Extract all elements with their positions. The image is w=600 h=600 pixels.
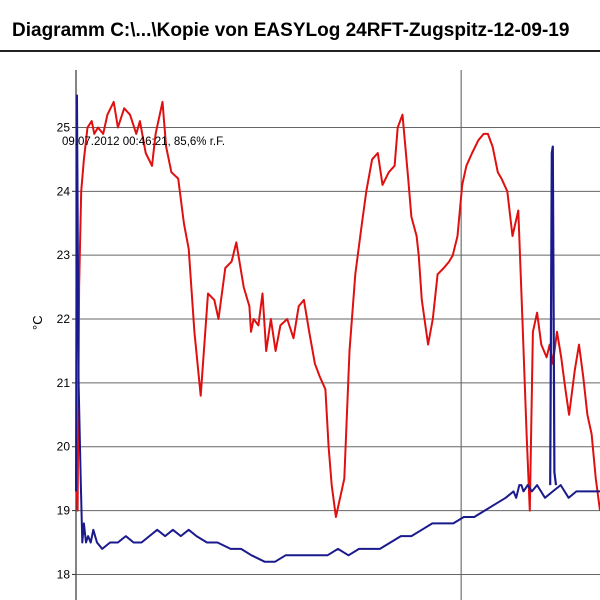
grid-layer — [72, 70, 600, 600]
series-line-red — [75, 100, 600, 518]
y-tick-label: 20 — [57, 440, 71, 454]
y-tick-label: 18 — [57, 567, 71, 581]
y-tick-label: 19 — [57, 504, 71, 518]
title-divider — [0, 50, 600, 52]
y-tick-label: 21 — [57, 376, 71, 390]
cursor-readout: 09.07.2012 00:46:21, 85,6% r.F. — [62, 136, 226, 148]
y-axis-label: °C — [30, 315, 45, 330]
series-line-blue — [75, 94, 600, 563]
series-line-blue-spike — [549, 145, 558, 486]
y-tick-labels: 18 19 20 21 22 23 24 25 — [57, 120, 71, 581]
window-title: Diagramm C:\...\Kopie von EASYLog 24RFT-… — [12, 20, 570, 41]
series-layer — [75, 94, 600, 563]
y-tick-label: 23 — [57, 248, 71, 262]
y-tick-label: 22 — [57, 312, 71, 326]
y-tick-label: 24 — [57, 184, 71, 198]
y-tick-label: 25 — [57, 120, 71, 134]
